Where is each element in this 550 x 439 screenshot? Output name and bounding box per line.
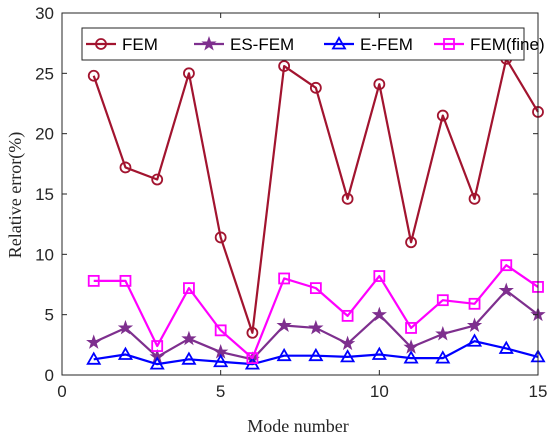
- y-tick-label: 20: [35, 125, 54, 144]
- data-point-fem-fine-4: [183, 282, 195, 295]
- legend-entry-e-fem: E-FEM: [324, 35, 413, 54]
- data-point-fem-fine-3: [151, 340, 164, 352]
- data-point-e-fem-11: [403, 350, 419, 364]
- series-line-e-fem: [93, 340, 539, 366]
- data-point-fem-5: [214, 231, 227, 244]
- y-tick-label: 15: [35, 185, 54, 204]
- data-point-fem-fine-2: [119, 274, 132, 287]
- x-tick-label: 0: [57, 382, 66, 401]
- data-point-e-fem-4: [181, 351, 197, 365]
- data-point-e-fem-13: [466, 333, 483, 347]
- plot-layer: [86, 52, 546, 370]
- data-point-e-fem-2: [117, 346, 134, 360]
- legend-box: [81, 27, 525, 61]
- data-point-es-fem-11: [403, 339, 419, 354]
- data-point-fem-fine-6: [246, 352, 259, 365]
- data-point-fem-fine-10: [373, 270, 386, 282]
- data-point-fem-12: [436, 109, 449, 122]
- data-point-fem-fine-12: [436, 294, 449, 307]
- data-point-fem-fine-14: [500, 259, 513, 272]
- legend-marker-fem-fine: [443, 38, 455, 50]
- legend-label-fem: FEM: [122, 35, 158, 54]
- series-fem: [87, 52, 544, 339]
- y-tick-label: 5: [45, 306, 54, 325]
- data-point-fem-4: [183, 67, 195, 80]
- x-tick-label: 15: [529, 382, 548, 401]
- legend-label-fem-fine: FEM(fine): [470, 35, 545, 54]
- data-point-e-fem-3: [149, 356, 165, 370]
- y-tick-label: 0: [45, 366, 54, 385]
- data-point-fem-fine-9: [341, 309, 354, 322]
- data-point-fem-fine-1: [87, 274, 100, 287]
- x-tick-label: 5: [216, 382, 225, 401]
- x-axis-title: Mode number: [247, 416, 348, 436]
- y-tick-label: 30: [35, 4, 54, 23]
- y-axis-title: Relative error(%): [5, 132, 26, 258]
- axes-layer: 0 5 10 15 0 5 10 15 20 25 30: [35, 4, 547, 401]
- y-tick-label: 25: [35, 64, 54, 83]
- data-point-es-fem-12: [435, 325, 451, 341]
- data-point-fem-11: [405, 236, 417, 249]
- data-point-fem-fine-13: [468, 297, 481, 310]
- data-point-fem-7: [278, 60, 291, 72]
- data-point-fem-2: [119, 161, 132, 174]
- series-line-fem-fine: [93, 264, 539, 360]
- y-tick-label: 10: [35, 245, 54, 264]
- data-point-fem-10: [373, 78, 386, 91]
- series-fem-fine: [87, 259, 544, 365]
- data-point-es-fem-9: [339, 335, 356, 351]
- legend-marker-fem: [95, 38, 107, 50]
- data-point-es-fem-7: [276, 317, 292, 333]
- legend-entry-fem: FEM: [86, 35, 158, 54]
- data-point-fem-13: [468, 192, 481, 205]
- data-point-fem-fine-11: [405, 322, 417, 334]
- data-point-e-fem-12: [435, 350, 451, 364]
- data-point-fem-fine-7: [278, 272, 291, 285]
- legend: FEM ES-FEM E-FEM FEM(fine): [81, 27, 545, 61]
- data-point-es-fem-8: [308, 319, 324, 335]
- data-point-fem-6: [246, 326, 259, 339]
- data-point-e-fem-5: [213, 353, 229, 368]
- data-point-es-fem-1: [86, 334, 102, 349]
- data-point-e-fem-1: [86, 351, 102, 365]
- data-point-es-fem-13: [466, 317, 483, 333]
- data-point-fem-3: [151, 173, 164, 186]
- data-point-e-fem-14: [498, 340, 514, 354]
- legend-marker-e-fem: [331, 36, 347, 50]
- data-point-fem-8: [309, 81, 322, 94]
- legend-entry-es-fem: ES-FEM: [194, 35, 294, 54]
- data-point-es-fem-4: [181, 330, 197, 346]
- data-point-e-fem-10: [371, 346, 387, 360]
- data-point-e-fem-8: [308, 347, 324, 362]
- data-point-fem-fine-5: [214, 324, 227, 337]
- data-point-fem-fine-8: [309, 282, 322, 295]
- legend-label-es-fem: ES-FEM: [230, 35, 294, 54]
- legend-label-e-fem: E-FEM: [360, 35, 413, 54]
- legend-entry-fem-fine: FEM(fine): [434, 35, 545, 54]
- data-point-es-fem-10: [371, 306, 387, 322]
- data-point-fem-9: [341, 192, 354, 205]
- data-point-e-fem-9: [340, 349, 356, 363]
- data-point-es-fem-2: [117, 319, 134, 335]
- series-e-fem: [86, 333, 546, 370]
- data-point-fem-1: [87, 69, 100, 82]
- series-line-fem: [92, 57, 539, 334]
- data-point-e-fem-7: [276, 347, 292, 362]
- legend-marker-es-fem: [201, 35, 217, 51]
- data-point-es-fem-14: [498, 282, 514, 298]
- x-tick-label: 10: [370, 382, 389, 401]
